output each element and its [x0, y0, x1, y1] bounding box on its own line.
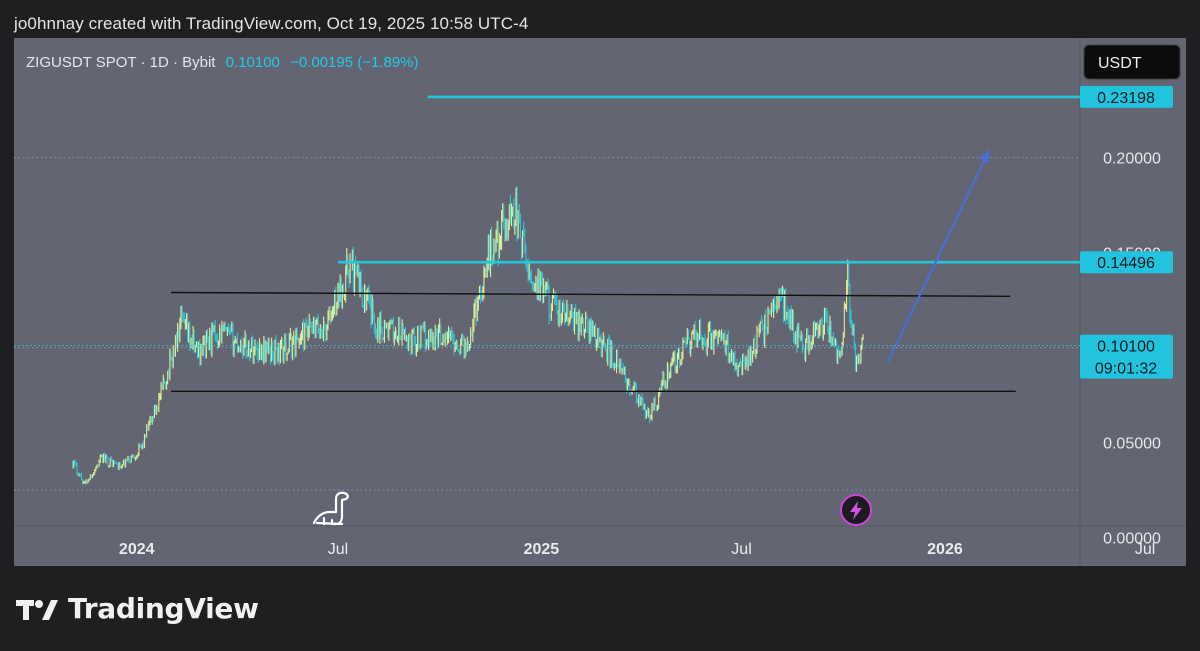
price-tag-last[interactable]: 0.10100 09:01:32 — [1080, 334, 1173, 379]
tradingview-logo-icon — [16, 599, 58, 620]
x-tick-label: 2024 — [119, 541, 155, 558]
candles — [72, 186, 864, 485]
x-tick-label: Jul — [1135, 541, 1155, 558]
tradingview-footer[interactable]: TradingView — [16, 592, 259, 625]
y-tick-label: 0.20000 — [1103, 151, 1161, 168]
y-tick-label: 0.05000 — [1103, 436, 1161, 453]
price-tag-upper-target-background — [1080, 85, 1173, 108]
projection-arrow-line[interactable] — [886, 149, 991, 364]
lightning-bolt — [850, 501, 862, 520]
price-tag-last-text: 09:01:32 — [1095, 361, 1157, 378]
price-tag-resistance[interactable]: 0.14496 — [1080, 251, 1173, 274]
price-tag-upper-target[interactable]: 0.23198 — [1080, 85, 1173, 108]
symbol-name: ZIGUSDT SPOT · 1D · Bybit — [26, 54, 216, 71]
x-tick-label: 2026 — [927, 541, 963, 558]
price-tag-last-text: 0.10100 — [1097, 339, 1155, 356]
symbol-change: −0.00195 (−1.89%) — [290, 54, 419, 71]
lightning-icon[interactable] — [840, 494, 872, 526]
currency-button-bg — [1083, 44, 1181, 80]
currency-button-label: USDT — [1098, 55, 1142, 72]
price-tags: 0.23198 0.14496 0.10100 09:01:32 — [1080, 85, 1173, 379]
arrow-head-icon — [979, 150, 990, 164]
price-axis: 0.000000.050000.100000.150000.200000.250… — [1103, 56, 1161, 548]
price-tag-resistance-text: 0.14496 — [1097, 255, 1155, 272]
price-tag-upper-target-text: 0.23198 — [1097, 90, 1155, 107]
x-tick-label: Jul — [731, 541, 751, 558]
chart-separators — [14, 38, 1186, 566]
dinosaur-outline — [312, 491, 349, 526]
time-axis: 2024 Jul 2025 Jul 2026 Jul — [119, 541, 1155, 558]
symbol-legend[interactable]: ZIGUSDT SPOT · 1D · Bybit 0.10100 −0.001… — [26, 54, 419, 71]
y-tick-label: 0.00000 — [1103, 531, 1161, 548]
price-tag-resistance-background — [1080, 251, 1173, 274]
drawings — [171, 95, 1080, 392]
tradingview-wordmark: TradingView — [68, 592, 259, 625]
chart-panel[interactable]: 0.000000.050000.100000.150000.200000.250… — [14, 38, 1186, 566]
symbol-price: 0.10100 — [225, 54, 280, 71]
x-tick-label: Jul — [328, 541, 348, 558]
x-tick-label: 2025 — [524, 541, 560, 558]
dinosaur-icon[interactable] — [312, 491, 349, 526]
chart-caption: jo0hnnay created with TradingView.com, O… — [14, 14, 529, 33]
channel-trendline[interactable] — [171, 291, 1011, 298]
price-chart[interactable]: 0.000000.050000.100000.150000.200000.250… — [14, 38, 1186, 566]
grid-lines — [14, 157, 1080, 491]
currency-button[interactable]: USDT — [1083, 44, 1181, 80]
price-tag-last-background — [1080, 334, 1173, 379]
